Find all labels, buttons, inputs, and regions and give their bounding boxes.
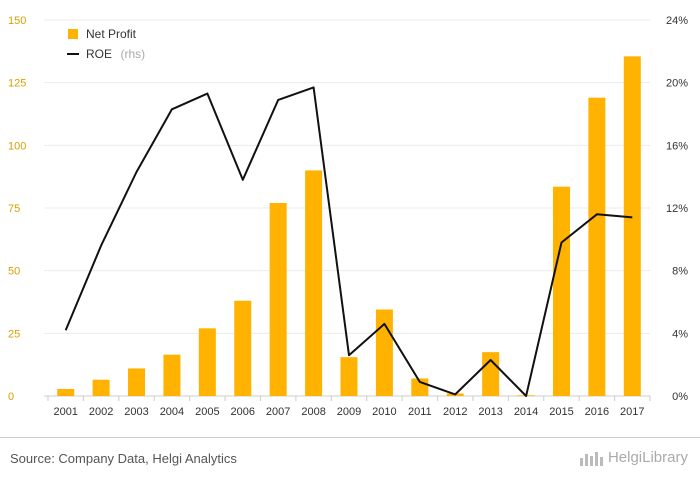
legend-label-net-profit: Net Profit (86, 27, 137, 41)
net-profit-bar (482, 352, 500, 396)
legend-label-roe: ROE (86, 47, 112, 61)
left-axis-ticks: 0 25 50 75 100 125 150 (8, 15, 26, 403)
right-axis-ticks: 0% 4% 8% 12% 16% 20% 24% (666, 15, 688, 403)
x-axis-ticks: 2001 2002 2003 2004 2005 2006 2007 2008 2009 2010… (47, 396, 651, 418)
left-axis-tick-label: 75 (8, 203, 20, 215)
x-tick-label: 2001 (53, 406, 77, 418)
net-profit-bar (588, 97, 606, 396)
x-tick-label: 2009 (337, 406, 361, 418)
net-profit-bar (623, 56, 641, 396)
net-profit-bar (269, 202, 287, 396)
net-profit-bar (305, 170, 323, 396)
legend-label-roe-suffix: (rhs) (120, 47, 145, 61)
left-axis-tick-label: 125 (8, 78, 26, 90)
x-tick-label: 2008 (301, 406, 325, 418)
x-tick-label: 2015 (549, 406, 573, 418)
brand-logo: HelgiLibrary (579, 449, 688, 466)
left-axis-tick-label: 150 (8, 15, 26, 27)
roe-line (64, 86, 633, 397)
x-tick-label: 2013 (478, 406, 502, 418)
right-axis-tick-label: 12% (666, 203, 688, 215)
roe-line-series (64, 86, 633, 397)
x-tick-label: 2014 (514, 406, 538, 418)
net-profit-bar (234, 300, 252, 396)
x-tick-label: 2007 (266, 406, 290, 418)
x-tick-label: 2011 (408, 406, 432, 418)
brand-name: HelgiLibrary (607, 449, 688, 466)
footer-divider (0, 437, 700, 438)
net-profit-bar (552, 186, 570, 396)
right-axis-tick-label: 20% (666, 78, 688, 90)
x-tick-label: 2004 (160, 406, 184, 418)
x-tick-label: 2003 (124, 406, 148, 418)
left-axis-tick-label: 100 (8, 140, 26, 152)
net-profit-bar (198, 328, 216, 396)
net-profit-bar (92, 379, 110, 396)
left-axis-tick-label: 25 (8, 328, 20, 340)
net-profit-bar (57, 388, 75, 396)
left-axis-tick-label: 50 (8, 266, 20, 278)
x-tick-label: 2017 (620, 406, 644, 418)
x-tick-label: 2016 (585, 406, 609, 418)
x-tick-label: 2002 (89, 406, 113, 418)
net-profit-bars (57, 56, 641, 397)
source-text: Source: Company Data, Helgi Analytics (10, 451, 237, 466)
x-tick-label: 2010 (372, 406, 396, 418)
net-profit-bar (375, 309, 393, 396)
chart: 2001 2002 2003 2004 2005 2006 2007 2008 2009 2010… (8, 15, 688, 418)
net-profit-bar (340, 357, 358, 396)
net-profit-bar (163, 354, 181, 396)
right-axis-tick-label: 16% (666, 140, 688, 152)
right-axis-tick-label: 8% (672, 266, 688, 278)
right-axis-tick-label: 4% (672, 328, 688, 340)
net-profit-bar (128, 368, 146, 396)
gridlines (44, 19, 650, 397)
library-icon (579, 450, 603, 466)
x-tick-label: 2005 (195, 406, 219, 418)
legend: Net Profit ROE (rhs) (67, 27, 145, 62)
x-tick-label: 2006 (231, 406, 255, 418)
x-tick-label: 2012 (443, 406, 467, 418)
legend-swatch-net-profit (68, 29, 78, 39)
right-axis-tick-label: 24% (666, 15, 688, 27)
left-axis-tick-label: 0 (8, 391, 14, 403)
right-axis-tick-label: 0% (672, 391, 688, 403)
legend-label-roe-group: ROE (rhs) (86, 45, 145, 62)
